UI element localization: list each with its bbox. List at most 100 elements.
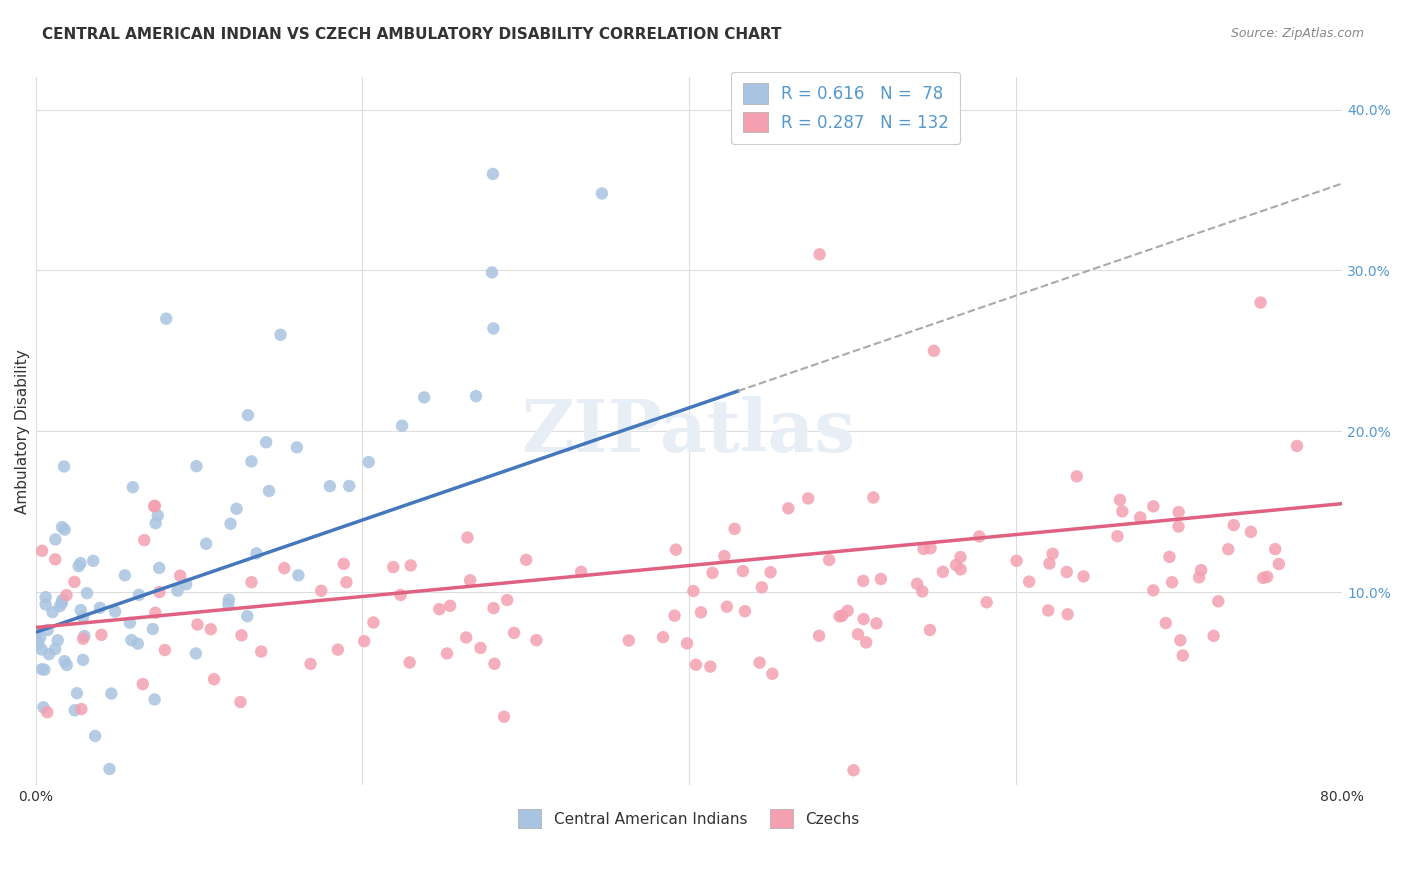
Point bbox=[436, 647, 458, 661]
Point bbox=[1218, 542, 1240, 557]
Text: ZIPatlas: ZIPatlas bbox=[522, 396, 856, 467]
Point bbox=[427, 602, 450, 616]
Point bbox=[82, 554, 104, 568]
Point bbox=[53, 654, 76, 668]
Point bbox=[1111, 504, 1133, 518]
Point bbox=[100, 687, 122, 701]
Point bbox=[398, 656, 420, 670]
Point bbox=[326, 642, 349, 657]
Point bbox=[389, 588, 412, 602]
Point bbox=[363, 615, 385, 630]
Point bbox=[1202, 629, 1225, 643]
Point bbox=[702, 566, 724, 580]
Point bbox=[724, 522, 747, 536]
Point bbox=[46, 633, 69, 648]
Point bbox=[311, 583, 333, 598]
Point bbox=[617, 633, 640, 648]
Point bbox=[1018, 574, 1040, 589]
Point bbox=[591, 186, 613, 201]
Point bbox=[153, 643, 176, 657]
Point bbox=[778, 501, 800, 516]
Point bbox=[1285, 439, 1308, 453]
Point bbox=[685, 657, 707, 672]
Point bbox=[37, 623, 59, 637]
Point bbox=[569, 565, 592, 579]
Point bbox=[121, 480, 143, 494]
Point bbox=[682, 584, 704, 599]
Point bbox=[482, 601, 505, 615]
Point bbox=[250, 644, 273, 658]
Point bbox=[143, 499, 166, 513]
Point bbox=[1189, 563, 1212, 577]
Point bbox=[932, 565, 955, 579]
Point bbox=[335, 575, 357, 590]
Point bbox=[76, 586, 98, 600]
Point bbox=[70, 702, 93, 716]
Point bbox=[922, 343, 945, 358]
Point bbox=[1142, 583, 1164, 598]
Point bbox=[245, 546, 267, 560]
Point bbox=[202, 672, 225, 686]
Point bbox=[945, 558, 967, 572]
Point bbox=[470, 640, 492, 655]
Point bbox=[676, 636, 699, 650]
Point bbox=[155, 311, 177, 326]
Point bbox=[837, 604, 859, 618]
Point bbox=[169, 568, 191, 582]
Point bbox=[121, 633, 143, 648]
Point bbox=[195, 537, 218, 551]
Point bbox=[132, 677, 155, 691]
Point bbox=[1251, 571, 1274, 585]
Point bbox=[855, 635, 877, 649]
Point bbox=[482, 167, 505, 181]
Point bbox=[218, 592, 240, 607]
Point bbox=[1066, 469, 1088, 483]
Point bbox=[184, 647, 207, 661]
Point bbox=[976, 595, 998, 609]
Point bbox=[665, 542, 688, 557]
Point bbox=[34, 598, 56, 612]
Point bbox=[236, 609, 259, 624]
Point bbox=[920, 541, 942, 556]
Point bbox=[273, 561, 295, 575]
Point bbox=[73, 629, 96, 643]
Point bbox=[287, 568, 309, 582]
Point bbox=[72, 653, 94, 667]
Point bbox=[699, 659, 721, 673]
Point bbox=[862, 491, 884, 505]
Point bbox=[713, 549, 735, 563]
Point bbox=[496, 593, 519, 607]
Point bbox=[44, 642, 66, 657]
Point bbox=[72, 610, 94, 624]
Point bbox=[30, 631, 52, 645]
Point bbox=[1038, 603, 1060, 617]
Point bbox=[1170, 633, 1192, 648]
Point bbox=[31, 642, 53, 657]
Point bbox=[186, 459, 208, 474]
Point bbox=[1206, 594, 1229, 608]
Point bbox=[53, 523, 76, 537]
Point bbox=[846, 627, 869, 641]
Point bbox=[1161, 575, 1184, 590]
Point bbox=[1056, 607, 1078, 622]
Point bbox=[49, 599, 72, 613]
Point bbox=[148, 561, 170, 575]
Point bbox=[285, 441, 308, 455]
Point bbox=[870, 572, 893, 586]
Point bbox=[142, 622, 165, 636]
Point bbox=[27, 636, 49, 650]
Point bbox=[104, 605, 127, 619]
Point bbox=[166, 583, 188, 598]
Point bbox=[145, 516, 167, 531]
Point bbox=[219, 516, 242, 531]
Point bbox=[852, 612, 875, 626]
Point bbox=[84, 729, 107, 743]
Point bbox=[492, 710, 515, 724]
Point bbox=[391, 418, 413, 433]
Point bbox=[515, 553, 537, 567]
Point bbox=[524, 633, 547, 648]
Point bbox=[225, 501, 247, 516]
Point bbox=[34, 590, 56, 604]
Point bbox=[357, 455, 380, 469]
Point bbox=[67, 559, 90, 574]
